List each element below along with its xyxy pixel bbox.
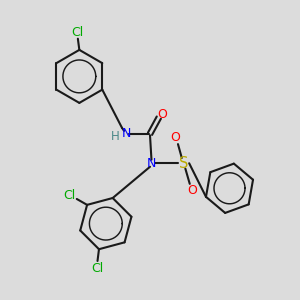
Text: O: O bbox=[187, 184, 197, 197]
Text: N: N bbox=[147, 157, 156, 170]
Text: H: H bbox=[111, 130, 120, 143]
Text: Cl: Cl bbox=[92, 262, 104, 275]
Text: O: O bbox=[171, 131, 181, 144]
Text: N: N bbox=[122, 127, 131, 140]
Text: Cl: Cl bbox=[63, 189, 76, 202]
Text: Cl: Cl bbox=[72, 26, 84, 39]
Text: O: O bbox=[158, 108, 167, 121]
Text: S: S bbox=[179, 156, 188, 171]
